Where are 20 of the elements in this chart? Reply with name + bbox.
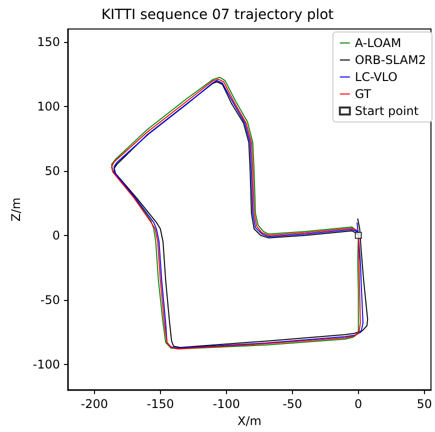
legend-label: GT — [354, 87, 372, 101]
legend-label: Start point — [354, 104, 419, 118]
chart-title: KITTI sequence 07 trajectory plot — [101, 7, 334, 23]
y-tick-label: 50 — [44, 164, 60, 178]
legend-label: A-LOAM — [354, 36, 402, 50]
y-tick-label: 100 — [37, 99, 60, 114]
y-tick-label: 150 — [37, 34, 60, 49]
x-tick-label: -50 — [282, 397, 302, 412]
y-tick-label: -100 — [32, 357, 60, 372]
x-tick-label: 0 — [354, 397, 362, 412]
y-tick-label: 0 — [52, 228, 60, 242]
x-tick-label: -100 — [212, 397, 240, 412]
x-tick-label: -150 — [146, 397, 174, 412]
x-tick-label: -200 — [80, 397, 108, 412]
x-axis-title: X/m — [238, 414, 262, 428]
legend-label: ORB-SLAM2 — [354, 53, 426, 67]
y-axis-title: Z/m — [8, 198, 23, 222]
x-tick-label: 50 — [416, 397, 432, 412]
legend-label: LC-VLO — [354, 70, 398, 84]
y-tick-label: -50 — [40, 292, 60, 307]
